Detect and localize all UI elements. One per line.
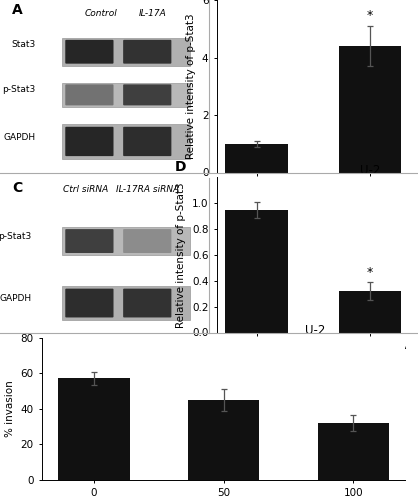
Text: Stat3: Stat3	[11, 40, 36, 50]
FancyBboxPatch shape	[123, 288, 171, 318]
Bar	[62, 227, 190, 255]
Bar	[62, 83, 190, 107]
FancyBboxPatch shape	[123, 229, 171, 253]
Bar	[318, 423, 389, 480]
FancyBboxPatch shape	[123, 40, 171, 64]
Text: GAPDH: GAPDH	[0, 294, 31, 303]
FancyBboxPatch shape	[123, 127, 171, 156]
FancyBboxPatch shape	[65, 127, 114, 156]
Text: *: *	[367, 10, 373, 22]
Y-axis label: % invasion: % invasion	[5, 380, 15, 437]
Bar	[339, 291, 401, 333]
Text: IL-17A: IL-17A	[139, 8, 167, 18]
Bar	[339, 46, 401, 172]
Text: U-2: U-2	[305, 324, 326, 338]
FancyBboxPatch shape	[65, 229, 114, 253]
Bar	[62, 38, 190, 66]
Bar	[225, 210, 288, 332]
Text: Ctrl siRNA: Ctrl siRNA	[63, 185, 108, 194]
FancyBboxPatch shape	[65, 84, 114, 105]
Text: A: A	[12, 4, 23, 18]
Text: Control: Control	[84, 8, 117, 18]
FancyBboxPatch shape	[123, 84, 171, 105]
Y-axis label: Relative intensity of p-Stat3: Relative intensity of p-Stat3	[176, 182, 186, 328]
Text: U-2: U-2	[360, 164, 381, 177]
Bar	[225, 144, 288, 172]
Bar	[62, 124, 190, 158]
Text: p-Stat3: p-Stat3	[2, 85, 36, 94]
Bar	[188, 400, 259, 480]
Text: D: D	[174, 160, 186, 174]
Text: GAPDH: GAPDH	[3, 134, 36, 142]
Text: C: C	[12, 180, 23, 194]
FancyBboxPatch shape	[65, 40, 114, 64]
Text: IL-17RA siRNA: IL-17RA siRNA	[116, 185, 179, 194]
Text: *: *	[367, 266, 373, 279]
Y-axis label: Relative intensity of p-Stat3: Relative intensity of p-Stat3	[186, 14, 196, 159]
FancyBboxPatch shape	[65, 288, 114, 318]
Bar	[62, 286, 190, 320]
Text: p-Stat3: p-Stat3	[0, 232, 31, 241]
Bar	[59, 378, 130, 480]
